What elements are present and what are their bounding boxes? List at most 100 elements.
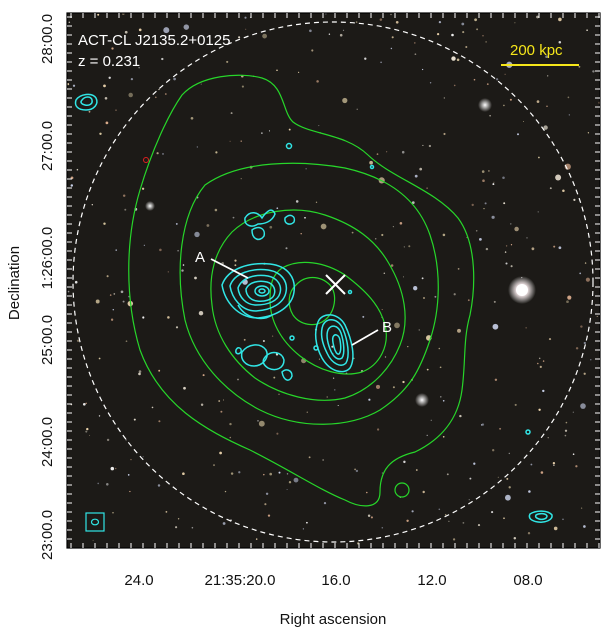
star bbox=[268, 130, 271, 132]
star bbox=[538, 156, 540, 159]
star bbox=[354, 468, 357, 471]
star bbox=[553, 464, 555, 466]
star bbox=[573, 198, 576, 201]
star bbox=[411, 201, 415, 204]
star bbox=[161, 57, 164, 61]
star bbox=[492, 449, 495, 452]
star bbox=[531, 247, 535, 251]
star bbox=[369, 160, 373, 165]
source-b-pointer bbox=[351, 329, 379, 346]
star bbox=[127, 474, 130, 476]
star bbox=[499, 427, 502, 430]
star bbox=[584, 262, 587, 264]
star bbox=[407, 345, 409, 348]
star bbox=[537, 211, 539, 213]
star bbox=[415, 469, 418, 471]
star bbox=[300, 232, 302, 235]
star bbox=[444, 513, 447, 516]
star bbox=[461, 22, 465, 26]
star bbox=[133, 418, 136, 421]
star bbox=[508, 452, 510, 455]
star bbox=[558, 41, 562, 44]
star bbox=[505, 245, 508, 247]
star bbox=[547, 75, 549, 77]
star bbox=[106, 483, 109, 486]
star bbox=[122, 300, 125, 303]
star bbox=[505, 262, 508, 265]
axis-ticks bbox=[67, 13, 600, 548]
star bbox=[124, 208, 127, 211]
star bbox=[158, 88, 160, 91]
star bbox=[422, 144, 424, 146]
star bbox=[175, 526, 178, 529]
star bbox=[306, 411, 308, 413]
star bbox=[129, 490, 131, 493]
star bbox=[578, 65, 581, 68]
star bbox=[549, 187, 552, 190]
star bbox=[580, 507, 583, 509]
star bbox=[151, 406, 154, 409]
star bbox=[390, 13, 392, 16]
star bbox=[183, 386, 186, 390]
x-tick-label: 08.0 bbox=[513, 572, 542, 589]
star bbox=[306, 521, 308, 524]
star bbox=[240, 140, 242, 142]
star bbox=[538, 357, 541, 360]
y-tick-label: 1:26:00.0 bbox=[39, 227, 56, 290]
star bbox=[224, 490, 227, 493]
star bbox=[567, 295, 572, 300]
star bbox=[495, 78, 499, 81]
redshift-label: z = 0.231 bbox=[78, 53, 140, 70]
xray-contours bbox=[128, 74, 475, 507]
star bbox=[232, 216, 235, 219]
star bbox=[181, 269, 184, 272]
star bbox=[440, 396, 442, 398]
star bbox=[457, 268, 460, 270]
star bbox=[234, 259, 237, 262]
star bbox=[414, 174, 418, 178]
star bbox=[592, 70, 595, 73]
star bbox=[438, 508, 441, 511]
star bbox=[167, 271, 169, 273]
bright-star-3 bbox=[415, 393, 429, 407]
star bbox=[562, 518, 564, 521]
star bbox=[229, 422, 232, 426]
star bbox=[379, 18, 383, 21]
star bbox=[413, 286, 418, 291]
star bbox=[269, 225, 273, 229]
source-label-a: A bbox=[195, 249, 205, 266]
star bbox=[328, 33, 331, 35]
star bbox=[453, 84, 456, 87]
star bbox=[76, 339, 80, 343]
star bbox=[374, 238, 377, 240]
star bbox=[508, 486, 511, 489]
star bbox=[237, 378, 239, 381]
star bbox=[468, 499, 470, 501]
star bbox=[476, 28, 479, 31]
y-tick-label: 27:00.0 bbox=[39, 121, 56, 171]
star bbox=[392, 226, 394, 228]
star bbox=[580, 403, 586, 409]
star bbox=[564, 434, 567, 437]
star bbox=[331, 345, 334, 348]
star bbox=[182, 264, 185, 266]
field-circle bbox=[72, 21, 594, 543]
xray-contour-outer bbox=[128, 74, 475, 507]
star bbox=[309, 29, 312, 33]
star bbox=[442, 435, 445, 438]
star bbox=[85, 430, 88, 433]
star bbox=[553, 526, 558, 531]
star bbox=[525, 327, 527, 329]
star bbox=[334, 389, 336, 391]
star bbox=[138, 67, 140, 69]
star bbox=[413, 42, 416, 44]
star bbox=[316, 80, 319, 83]
star bbox=[326, 396, 328, 398]
star bbox=[355, 469, 359, 473]
star bbox=[481, 423, 485, 426]
star bbox=[141, 187, 145, 190]
y-axis-title: Declination bbox=[6, 246, 23, 320]
star bbox=[596, 315, 598, 317]
star bbox=[452, 538, 456, 541]
star bbox=[562, 189, 565, 192]
